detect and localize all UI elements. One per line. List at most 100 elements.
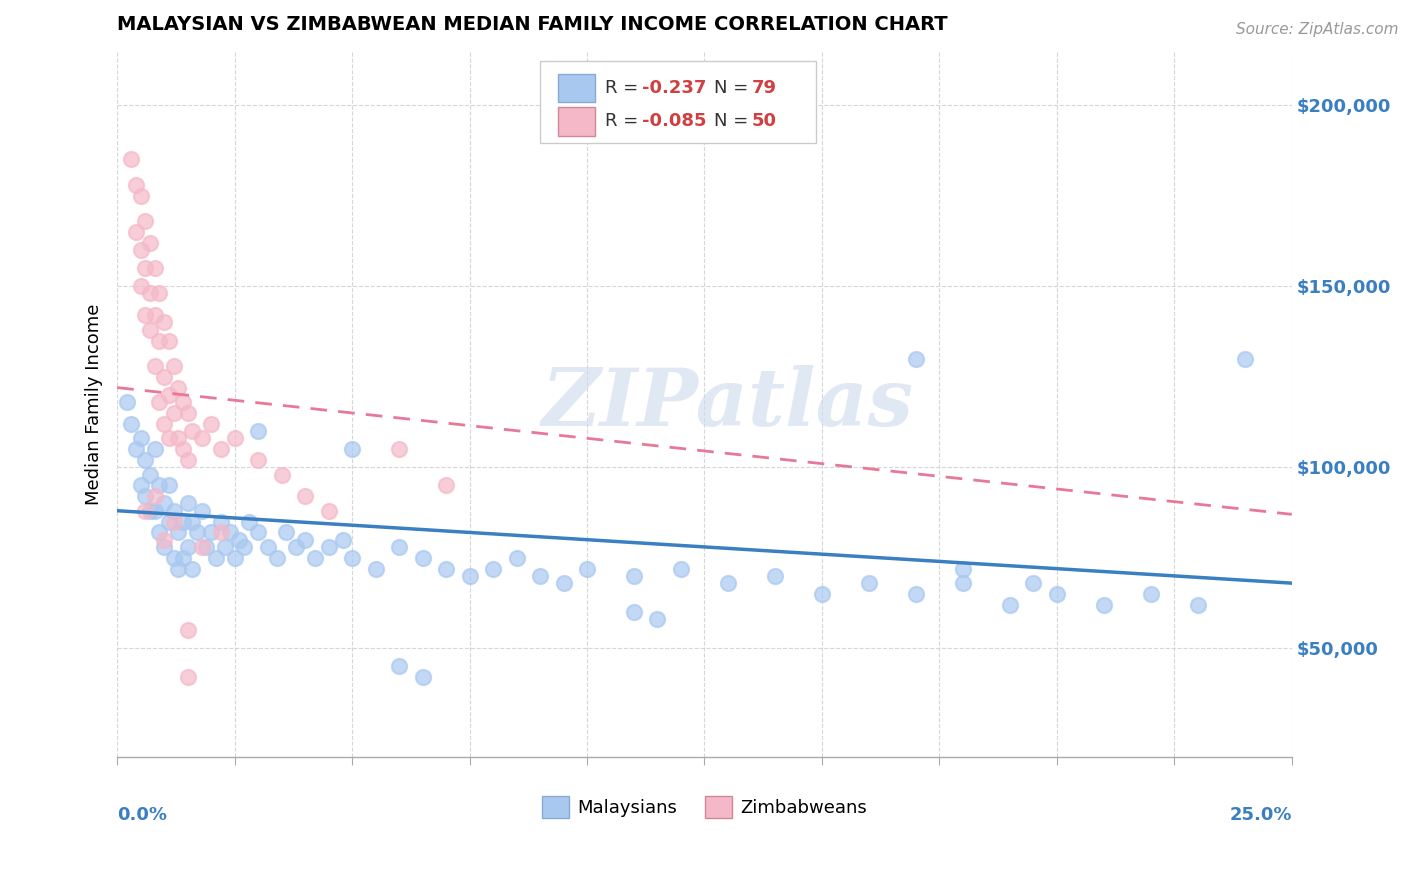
Point <box>176 624 198 638</box>
Text: MALAYSIAN VS ZIMBABWEAN MEDIAN FAMILY INCOME CORRELATION CHART: MALAYSIAN VS ZIMBABWEAN MEDIAN FAMILY IN… <box>117 15 948 34</box>
Point <box>143 359 166 373</box>
Point <box>669 562 692 576</box>
Point <box>209 515 232 529</box>
Point <box>224 550 246 565</box>
Point <box>200 417 222 431</box>
Point <box>172 515 194 529</box>
Legend: Malaysians, Zimbabweans: Malaysians, Zimbabweans <box>534 789 875 826</box>
Point <box>717 576 740 591</box>
Point <box>167 562 190 576</box>
Point <box>134 489 156 503</box>
Point <box>139 323 162 337</box>
Point <box>1187 598 1209 612</box>
Point <box>276 525 298 540</box>
Point <box>129 478 152 492</box>
Point <box>270 467 292 482</box>
Point <box>318 504 340 518</box>
Point <box>139 504 162 518</box>
Point <box>115 395 138 409</box>
Point <box>176 406 198 420</box>
Point <box>176 496 198 510</box>
Point <box>125 225 148 239</box>
Point <box>458 569 481 583</box>
Point <box>482 562 505 576</box>
Point <box>904 587 927 601</box>
Point <box>172 395 194 409</box>
Point <box>129 188 152 202</box>
Text: R =: R = <box>605 79 644 97</box>
Point <box>388 540 411 554</box>
Point <box>134 308 156 322</box>
Text: Source: ZipAtlas.com: Source: ZipAtlas.com <box>1236 22 1399 37</box>
Point <box>153 540 176 554</box>
Point <box>129 243 152 257</box>
Point <box>143 308 166 322</box>
Point <box>858 576 880 591</box>
Point <box>247 453 270 467</box>
Point <box>412 670 434 684</box>
Point <box>284 540 307 554</box>
Point <box>214 540 236 554</box>
Point <box>811 587 834 601</box>
Point <box>139 467 162 482</box>
Point <box>125 178 148 192</box>
Point <box>205 550 228 565</box>
Point <box>998 598 1021 612</box>
Point <box>294 489 316 503</box>
Point <box>186 525 208 540</box>
Point <box>176 670 198 684</box>
Point <box>332 533 354 547</box>
Point <box>190 540 212 554</box>
Point <box>153 315 176 329</box>
Point <box>256 540 278 554</box>
Point <box>129 279 152 293</box>
Point <box>209 525 232 540</box>
Point <box>167 431 190 445</box>
Point <box>181 515 204 529</box>
Point <box>162 504 184 518</box>
Point <box>1092 598 1115 612</box>
Point <box>434 562 457 576</box>
Point <box>125 442 148 457</box>
Text: -0.237: -0.237 <box>643 79 707 97</box>
Point <box>266 550 288 565</box>
Point <box>176 453 198 467</box>
FancyBboxPatch shape <box>558 74 595 103</box>
Point <box>143 261 166 276</box>
Point <box>148 478 170 492</box>
Point <box>148 334 170 348</box>
Point <box>143 442 166 457</box>
Point <box>143 489 166 503</box>
Point <box>167 525 190 540</box>
Point <box>238 515 260 529</box>
Point <box>952 562 974 576</box>
Point <box>148 525 170 540</box>
Point <box>388 659 411 673</box>
Point <box>153 369 176 384</box>
Point <box>233 540 256 554</box>
Point <box>120 153 142 167</box>
Y-axis label: Median Family Income: Median Family Income <box>86 303 103 505</box>
Point <box>904 351 927 366</box>
Point <box>247 424 270 438</box>
Point <box>129 431 152 445</box>
Point <box>1233 351 1256 366</box>
Point <box>157 388 180 402</box>
Point <box>157 334 180 348</box>
Point <box>388 442 411 457</box>
Point <box>553 576 575 591</box>
Point <box>139 235 162 250</box>
Point <box>153 533 176 547</box>
Point <box>120 417 142 431</box>
Point <box>247 525 270 540</box>
Text: N =: N = <box>714 112 754 130</box>
Point <box>139 286 162 301</box>
Point <box>134 453 156 467</box>
Point <box>181 424 204 438</box>
Point <box>623 569 645 583</box>
Point <box>162 550 184 565</box>
Point <box>340 442 363 457</box>
Point <box>623 605 645 619</box>
Text: ZIPatlas: ZIPatlas <box>541 365 914 442</box>
Point <box>157 478 180 492</box>
